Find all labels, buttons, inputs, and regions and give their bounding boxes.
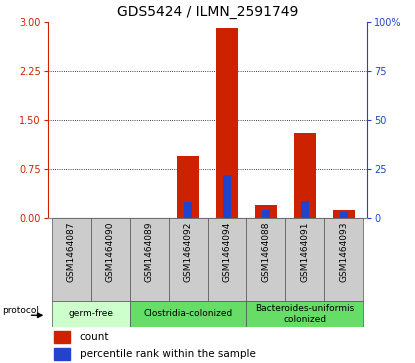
Bar <box>129 218 168 301</box>
Bar <box>208 218 247 301</box>
Bar <box>247 301 364 327</box>
Bar <box>223 175 231 218</box>
Text: GSM1464089: GSM1464089 <box>144 222 154 282</box>
Bar <box>51 301 129 327</box>
Bar <box>340 212 348 218</box>
Bar <box>247 218 286 301</box>
Bar <box>54 331 70 343</box>
Text: count: count <box>80 332 109 342</box>
Text: GSM1464092: GSM1464092 <box>183 222 193 282</box>
Bar <box>333 210 354 218</box>
Text: GSM1464094: GSM1464094 <box>222 222 232 282</box>
Bar <box>255 205 277 218</box>
Bar <box>262 210 270 218</box>
Text: germ-free: germ-free <box>68 310 113 318</box>
Bar <box>54 348 70 360</box>
Text: GSM1464087: GSM1464087 <box>66 222 76 282</box>
Bar <box>301 201 309 218</box>
Bar <box>168 218 208 301</box>
Text: GSM1464093: GSM1464093 <box>339 222 349 282</box>
Text: GSM1464091: GSM1464091 <box>300 222 310 282</box>
Bar <box>286 218 325 301</box>
Bar <box>294 133 316 218</box>
Title: GDS5424 / ILMN_2591749: GDS5424 / ILMN_2591749 <box>117 5 298 19</box>
Bar <box>90 218 129 301</box>
Bar <box>51 218 90 301</box>
Bar <box>216 28 238 218</box>
Text: Clostridia-colonized: Clostridia-colonized <box>144 310 233 318</box>
Text: Bacteroides-uniformis
colonized: Bacteroides-uniformis colonized <box>255 304 354 324</box>
Text: GSM1464090: GSM1464090 <box>105 222 115 282</box>
Bar <box>184 202 192 218</box>
Bar <box>177 156 199 218</box>
Text: protocol: protocol <box>2 306 39 315</box>
Text: percentile rank within the sample: percentile rank within the sample <box>80 349 256 359</box>
Text: GSM1464088: GSM1464088 <box>261 222 271 282</box>
Bar <box>325 218 364 301</box>
Bar <box>129 301 247 327</box>
